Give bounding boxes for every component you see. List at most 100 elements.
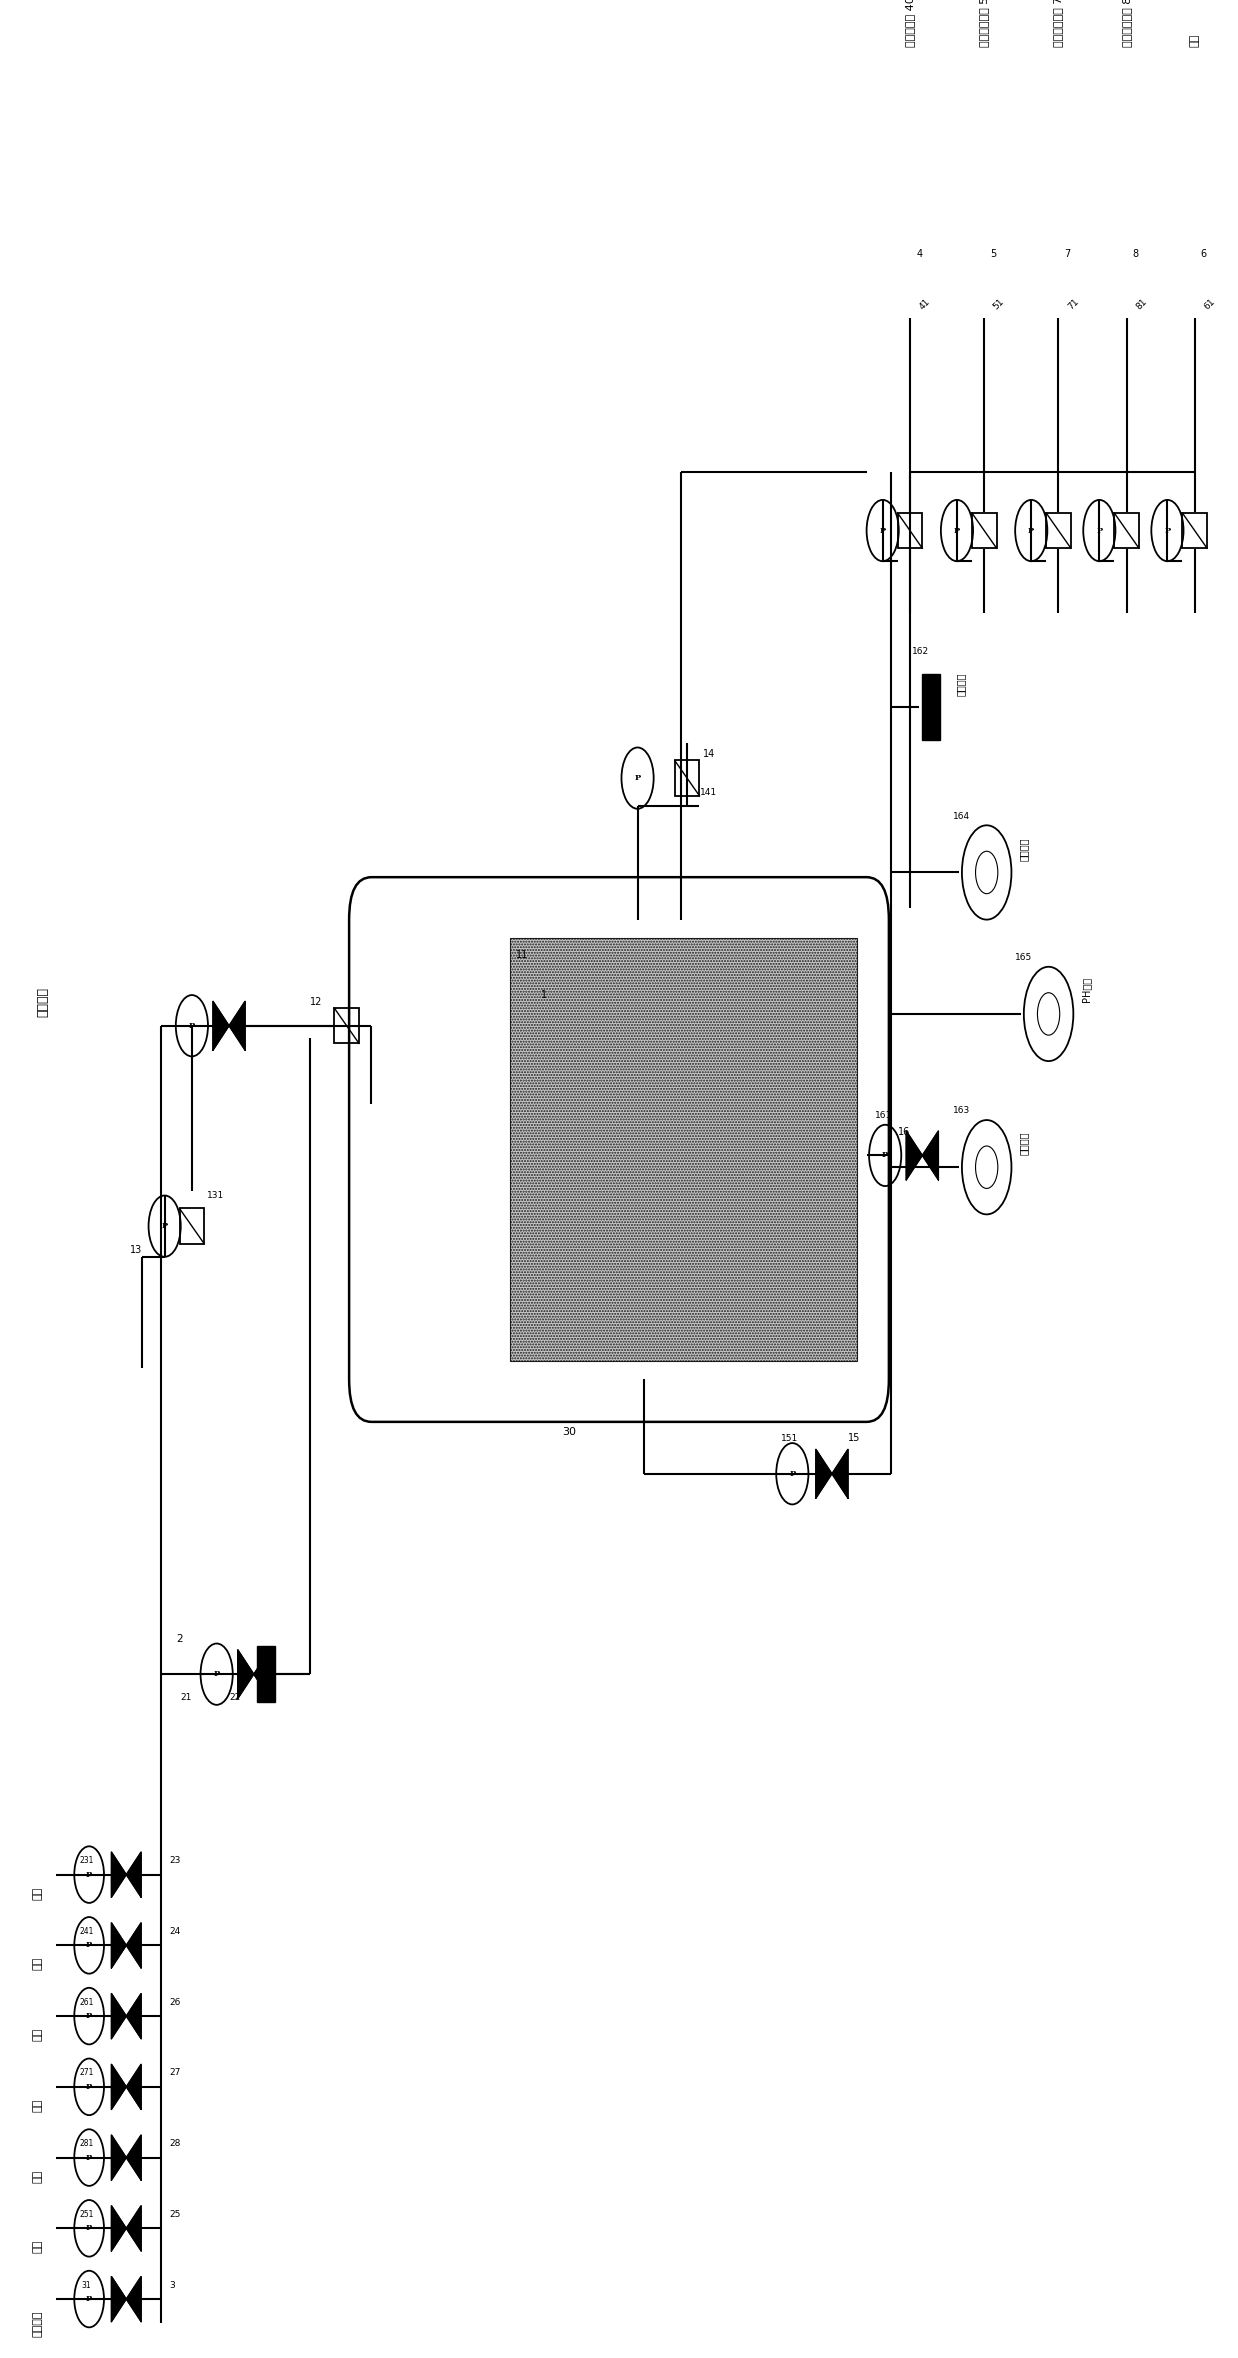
Text: 21: 21 xyxy=(180,1693,192,1702)
Text: 131: 131 xyxy=(207,1191,224,1200)
Text: P: P xyxy=(188,1021,196,1030)
Polygon shape xyxy=(213,1002,229,1049)
Text: 少次: 少次 xyxy=(32,2099,42,2113)
Text: 61: 61 xyxy=(1202,297,1217,311)
Text: 一次: 一次 xyxy=(32,2028,42,2042)
Text: 261: 261 xyxy=(79,1997,94,2007)
Text: 27: 27 xyxy=(170,2068,181,2077)
Text: 4: 4 xyxy=(916,250,922,259)
Text: 6: 6 xyxy=(1201,250,1207,259)
Text: 压柱注水池 40: 压柱注水池 40 xyxy=(905,0,915,47)
Polygon shape xyxy=(126,2063,141,2110)
Text: 163: 163 xyxy=(953,1106,971,1115)
Text: 162: 162 xyxy=(912,646,930,656)
Text: 30: 30 xyxy=(562,1427,577,1436)
Polygon shape xyxy=(229,1002,245,1049)
Text: 164: 164 xyxy=(953,811,971,821)
Text: 141: 141 xyxy=(699,788,717,797)
Text: 蕲水: 蕲水 xyxy=(32,2240,42,2254)
Polygon shape xyxy=(126,1851,141,1898)
Bar xyxy=(510,938,857,1361)
Text: 排出: 排出 xyxy=(1190,33,1200,47)
Text: 波素检测: 波素检测 xyxy=(1019,837,1029,861)
Polygon shape xyxy=(238,1651,254,1698)
Bar xyxy=(972,512,997,547)
Text: 波素检测: 波素检测 xyxy=(956,672,966,696)
Text: P: P xyxy=(85,1870,93,1879)
Polygon shape xyxy=(832,1450,848,1497)
Text: 一次针出料池 70: 一次针出料池 70 xyxy=(1054,0,1063,47)
Text: P: P xyxy=(85,2153,93,2162)
Bar xyxy=(180,1210,204,1245)
Text: 14: 14 xyxy=(703,750,716,759)
Bar xyxy=(898,512,922,547)
Text: 2: 2 xyxy=(176,1634,183,1644)
Text: 液位检测: 液位检测 xyxy=(37,988,50,1016)
Text: 28: 28 xyxy=(170,2139,181,2148)
Text: 26: 26 xyxy=(170,1997,181,2007)
Polygon shape xyxy=(126,1922,141,1969)
Bar xyxy=(1182,512,1207,547)
Bar xyxy=(675,759,699,797)
Text: 13: 13 xyxy=(130,1245,142,1254)
Text: P: P xyxy=(1096,526,1103,535)
Text: P: P xyxy=(213,1669,220,1679)
Text: 5: 5 xyxy=(990,250,997,259)
Text: P: P xyxy=(85,2224,93,2233)
Text: P: P xyxy=(1028,526,1035,535)
Text: 31: 31 xyxy=(82,2280,92,2290)
Bar xyxy=(1114,512,1139,547)
Text: 11: 11 xyxy=(516,950,529,960)
Text: 循水: 循水 xyxy=(32,2169,42,2184)
Text: 16: 16 xyxy=(898,1127,910,1137)
Text: 反应空气: 反应空气 xyxy=(32,2311,42,2337)
Text: 22: 22 xyxy=(229,1693,241,1702)
Text: P: P xyxy=(85,2294,93,2304)
Polygon shape xyxy=(111,2275,126,2323)
Text: 12: 12 xyxy=(310,997,322,1007)
Polygon shape xyxy=(126,1993,141,2040)
Text: P: P xyxy=(634,773,641,783)
Polygon shape xyxy=(922,1132,938,1179)
Text: 41: 41 xyxy=(917,297,932,311)
Text: 白晶脱色料池 50: 白晶脱色料池 50 xyxy=(979,0,989,47)
Bar xyxy=(1046,512,1071,547)
Text: PH检验: PH检验 xyxy=(1081,976,1091,1002)
Text: P: P xyxy=(879,526,886,535)
Text: 81: 81 xyxy=(1134,297,1149,311)
Text: P: P xyxy=(1164,526,1171,535)
Text: P: P xyxy=(789,1469,796,1478)
Polygon shape xyxy=(111,1993,126,2040)
Text: 231: 231 xyxy=(79,1856,94,1865)
Text: P: P xyxy=(85,2011,93,2021)
Text: 165: 165 xyxy=(1015,953,1032,962)
Polygon shape xyxy=(126,2205,141,2252)
Polygon shape xyxy=(254,1651,270,1698)
Text: 51: 51 xyxy=(992,297,1006,311)
Text: 3: 3 xyxy=(170,2280,176,2290)
Text: 271: 271 xyxy=(79,2068,94,2077)
Text: P: P xyxy=(85,2082,93,2092)
Bar xyxy=(258,1646,275,1702)
Text: 白晶: 白晶 xyxy=(32,1957,42,1971)
Polygon shape xyxy=(126,2134,141,2181)
Polygon shape xyxy=(111,1851,126,1898)
Bar xyxy=(922,674,940,740)
Text: 71: 71 xyxy=(1066,297,1081,311)
Polygon shape xyxy=(111,2205,126,2252)
Polygon shape xyxy=(906,1132,922,1179)
Text: 1: 1 xyxy=(541,990,547,1000)
Text: 少次针出料池 80: 少次针出料池 80 xyxy=(1122,0,1132,47)
Text: 241: 241 xyxy=(79,1926,94,1936)
Text: P: P xyxy=(161,1221,168,1231)
Polygon shape xyxy=(111,1922,126,1969)
Text: 7: 7 xyxy=(1065,250,1071,259)
Text: 15: 15 xyxy=(848,1434,860,1443)
Text: P: P xyxy=(953,526,961,535)
Polygon shape xyxy=(111,2134,126,2181)
Text: P: P xyxy=(85,1941,93,1950)
Text: 稚水: 稚水 xyxy=(32,1886,42,1901)
Text: 透光检测: 透光检测 xyxy=(1019,1132,1029,1155)
Text: 24: 24 xyxy=(170,1926,181,1936)
Text: 25: 25 xyxy=(170,2209,181,2219)
